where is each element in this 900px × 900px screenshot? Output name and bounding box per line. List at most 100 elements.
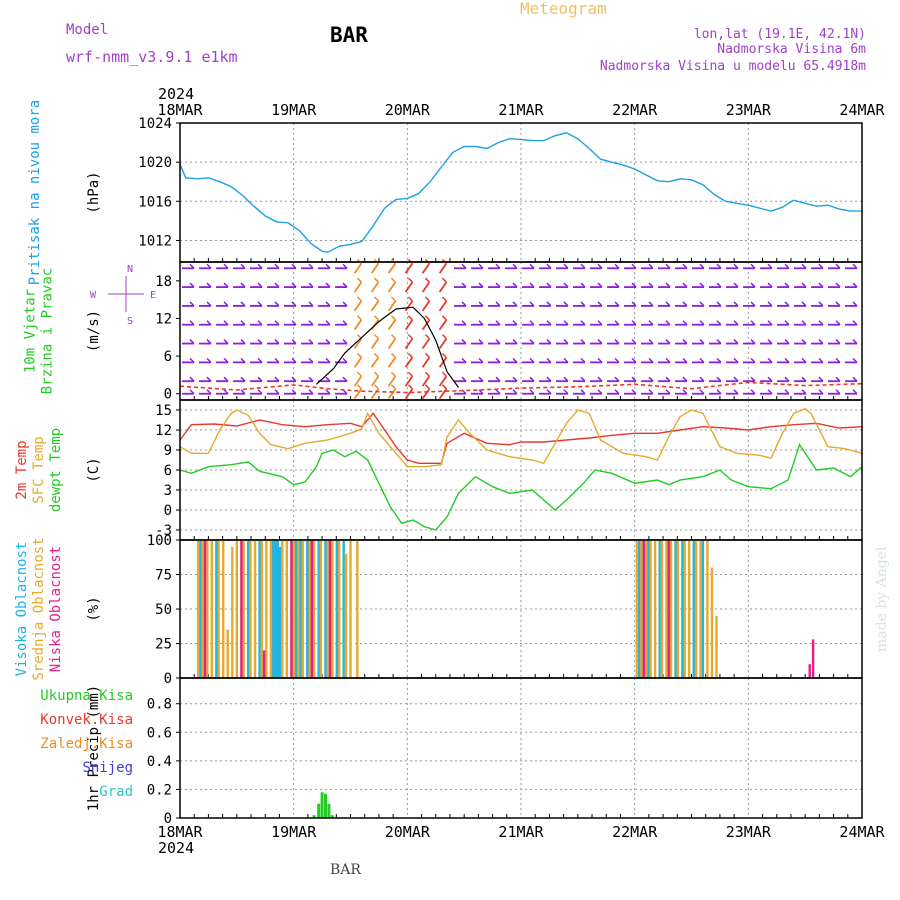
wind-barb-head xyxy=(699,301,705,307)
wind-barb-head xyxy=(801,389,807,395)
bar-cloud-1-2 xyxy=(206,540,209,678)
wind-barb xyxy=(438,388,448,400)
wind-barb-head xyxy=(682,301,688,307)
wind-barb-head xyxy=(835,389,841,395)
wind-barb-head xyxy=(682,282,688,288)
wind-barb-head xyxy=(801,282,807,288)
wind-barb-head xyxy=(342,339,348,345)
side-label-cloud-2: Niska Oblacnost xyxy=(48,546,64,672)
ylabel-cloud: (%) xyxy=(86,596,102,621)
bar-cloud-1-17 xyxy=(292,540,295,678)
wind-barb xyxy=(353,356,363,368)
wind-barb-head xyxy=(733,339,739,345)
wind-barb-head xyxy=(291,339,297,345)
bar-cloud-1-31 xyxy=(644,540,648,678)
footer-station: BAR xyxy=(330,862,361,878)
bar-precip-0-1 xyxy=(317,803,321,818)
bar-cloud-1-10 xyxy=(249,540,252,678)
side-label-precip-1: Konvek.Kisa xyxy=(40,712,133,728)
wind-barb-head xyxy=(835,376,841,382)
wind-barb-head xyxy=(373,334,379,340)
wind-barb-head xyxy=(424,277,430,283)
panel-cloud: 100 75 50 25 0 (%) Visoka Oblacnost Srednja Obl… xyxy=(14,533,863,687)
bar-cloud-0-1 xyxy=(215,540,218,678)
wind-barb-head xyxy=(441,296,447,302)
wind-barb-head xyxy=(733,282,739,288)
bar-cloud-1-8 xyxy=(235,540,239,678)
bar-cloud-0-8 xyxy=(294,540,298,678)
wind-barb-head xyxy=(835,301,841,307)
bar-cloud-1-20 xyxy=(308,540,311,678)
wind-barb-head xyxy=(240,389,246,395)
wind-barb xyxy=(438,319,448,331)
bar-precip-0-3 xyxy=(323,793,327,818)
wind-barb xyxy=(387,300,397,312)
station-elevation: Nadmorska Visina 6m xyxy=(717,42,866,57)
wind-barb-head xyxy=(580,320,586,326)
year-bottom: 2024 xyxy=(158,839,194,857)
wind-barb-head xyxy=(852,357,858,363)
ytick-cloud-1: 75 xyxy=(155,568,172,584)
bar-cloud-1-33 xyxy=(653,540,657,678)
bar-cloud-1-5 xyxy=(221,540,225,678)
bar-cloud-1-21 xyxy=(312,540,316,678)
wind-barb-head xyxy=(257,301,263,307)
wind-barb xyxy=(387,375,397,387)
compass-east: E xyxy=(150,290,156,301)
wind-barb xyxy=(387,319,397,331)
wind-barb-head xyxy=(407,334,413,340)
wind-barb-head xyxy=(648,389,654,395)
wind-barb-head xyxy=(407,384,413,390)
bar-cloud-1-4 xyxy=(217,540,220,678)
wind-barb-head xyxy=(597,282,603,288)
wind-barb-head xyxy=(835,263,841,269)
wind-barb-head xyxy=(563,301,569,307)
wind-barb-head xyxy=(325,282,331,288)
side-label-wind-1: Brzina i Pravac xyxy=(40,268,56,394)
wind-barb-head xyxy=(784,320,790,326)
wind-barb-head xyxy=(291,282,297,288)
wind-barb-head xyxy=(750,301,756,307)
bar-cloud-1-15 xyxy=(281,540,284,678)
wind-barb-head xyxy=(407,277,413,283)
time-tick-bottom-0: 18MAR xyxy=(157,823,203,841)
wind-barb-head xyxy=(529,301,535,307)
wind-barb xyxy=(387,388,397,400)
bar-cloud-1-39 xyxy=(688,540,691,678)
wind-barb-head xyxy=(580,339,586,345)
wind-speed-series-1 xyxy=(315,306,459,388)
wind-barb-head xyxy=(223,263,229,269)
wind-barb-head xyxy=(648,357,654,363)
wind-barb-head xyxy=(461,320,467,326)
model-elevation: Nadmorska Visina u modelu 65.4918m xyxy=(600,59,866,74)
wind-barb-head xyxy=(665,339,671,345)
wind-barb-head xyxy=(478,282,484,288)
wind-barb-head xyxy=(342,263,348,269)
wind-barb-head xyxy=(733,389,739,395)
wind-barb-head xyxy=(441,315,447,321)
side-label-precip-0: Ukupna Kisa xyxy=(40,688,133,704)
wind-barb-head xyxy=(852,320,858,326)
bar-cloud-1-28 xyxy=(356,540,359,678)
wind-barb-head xyxy=(390,277,396,283)
wind-barb-head xyxy=(223,357,229,363)
bar-cloud-0-20 xyxy=(692,540,695,678)
wind-barb-head xyxy=(631,263,637,269)
compass-west: W xyxy=(90,290,97,301)
wind-barb-head xyxy=(495,389,501,395)
wind-barb-head xyxy=(818,339,824,345)
side-label-pressure-0: Pritisak na nivou mora xyxy=(27,100,43,285)
wind-barb-head xyxy=(495,320,501,326)
bar-cloud-1-36 xyxy=(669,540,673,678)
wind-barb-head xyxy=(424,315,430,321)
wind-barb-head xyxy=(308,282,314,288)
ytick-temperature-5: 0 xyxy=(164,503,172,519)
bar-cloud-0-15 xyxy=(638,540,641,678)
wind-barb-head xyxy=(529,263,535,269)
ylabel-precip: 1hr Precip (mm) xyxy=(86,685,102,811)
ytick-pressure-1: 1020 xyxy=(138,155,172,171)
wind-barb-head xyxy=(274,357,280,363)
wind-barb-head xyxy=(529,357,535,363)
wind-barb-head xyxy=(767,263,773,269)
bar-precip-0-4 xyxy=(327,803,331,818)
